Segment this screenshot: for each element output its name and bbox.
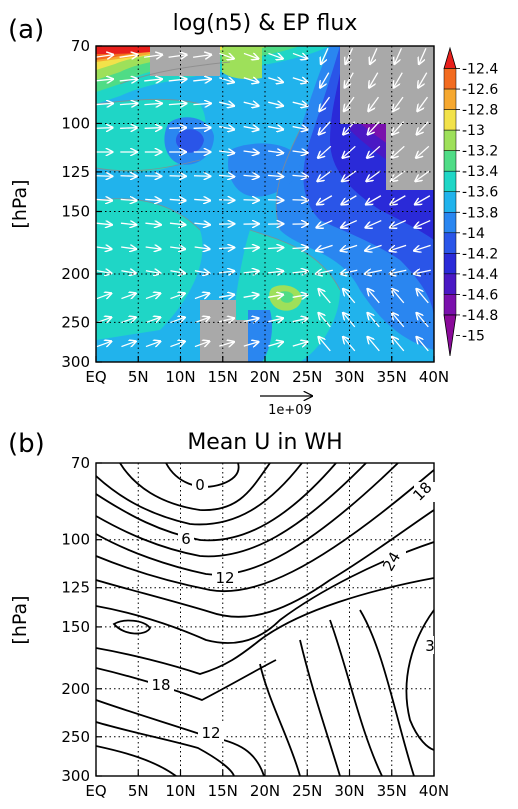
y-tick-label: 150 <box>61 618 90 636</box>
panel-a-ylabel: [hPa] <box>9 179 31 228</box>
colorbar-label: -12.8 <box>462 103 498 119</box>
ep-flux-arrow <box>170 176 186 177</box>
colorbar-label: -13.6 <box>462 185 498 201</box>
colorbar-label: -15 <box>462 328 485 344</box>
colorbar-swatch <box>444 212 456 233</box>
x-tick-label: 15N <box>208 782 238 800</box>
ep-flux-arrow <box>121 176 137 177</box>
x-tick-label: 5N <box>128 368 149 386</box>
colorbar-label: -14 <box>462 226 485 242</box>
ep-flux-arrow <box>120 128 137 129</box>
contour-label: 12 <box>201 724 220 742</box>
contour-label: 3 <box>425 637 435 655</box>
y-tick-label: 125 <box>61 163 90 181</box>
colorbar-label: -14.4 <box>462 267 498 283</box>
y-tick-label: 70 <box>71 37 90 55</box>
x-tick-label: 10N <box>165 782 195 800</box>
colorbar-swatch <box>444 315 456 356</box>
colorbar-swatch <box>444 294 456 315</box>
y-tick-label: 300 <box>61 767 90 785</box>
y-tick-label: 100 <box>61 114 90 132</box>
colorbar-label: -13.4 <box>462 164 498 180</box>
contour-line <box>96 463 398 575</box>
colorbar-swatch <box>444 171 456 192</box>
y-tick-label: 300 <box>61 353 90 371</box>
x-tick-label: 20N <box>250 368 280 386</box>
y-tick-label: 125 <box>61 579 90 597</box>
x-tick-label: 25N <box>292 368 322 386</box>
contour-line <box>406 610 434 750</box>
y-tick-label: 250 <box>61 728 90 746</box>
x-tick-label: 40N <box>419 368 449 386</box>
contour-line <box>96 463 366 556</box>
x-tick-label: 40N <box>419 782 449 800</box>
ep-flux-arrow <box>244 200 259 201</box>
x-tick-label: 25N <box>292 782 322 800</box>
x-tick-label: 35N <box>377 368 407 386</box>
panel-a-title: log(n5) & EP flux <box>173 11 358 36</box>
colorbar-label: -14.2 <box>462 246 498 262</box>
x-tick-label: 15N <box>208 368 238 386</box>
y-tick-label: 150 <box>61 202 90 220</box>
ep-flux-arrow <box>219 200 234 201</box>
colorbar-swatch <box>444 130 456 151</box>
panel-b-ylabel: [hPa] <box>9 595 31 644</box>
colorbar-label: -13 <box>462 123 485 139</box>
panel-b-label: (b) <box>8 429 45 459</box>
colorbar-swatch <box>444 89 456 110</box>
y-tick-label: 200 <box>61 680 90 698</box>
contour-line <box>96 746 176 776</box>
x-tick-label: 35N <box>377 782 407 800</box>
contour-line <box>260 664 300 776</box>
colorbar-label: -13.2 <box>462 144 498 160</box>
colorbar-swatch <box>444 192 456 213</box>
colorbar-swatch <box>444 274 456 295</box>
y-tick-label: 70 <box>71 454 90 472</box>
ep-flux-arrow <box>96 128 113 129</box>
ep-flux-arrow <box>145 128 162 129</box>
reference-vector-label: 1e+09 <box>268 403 312 418</box>
colorbar-swatch <box>444 151 456 172</box>
colorbar-swatch <box>444 233 456 254</box>
contour-line <box>300 640 340 776</box>
y-tick-label: 200 <box>61 265 90 283</box>
x-tick-label: 10N <box>165 368 195 386</box>
ep-flux-arrow <box>96 176 112 177</box>
ep-flux-arrow <box>169 128 186 129</box>
colorbar-swatch <box>444 110 456 131</box>
colorbar-swatch <box>444 69 456 90</box>
ep-flux-arrow <box>194 176 210 177</box>
ep-flux-arrow <box>145 176 161 177</box>
y-tick-label: 100 <box>61 531 90 549</box>
panel-a: (a) log(n5) & EP flux <box>8 11 498 418</box>
contour-label: 18 <box>151 676 170 694</box>
colorbar-swatch <box>444 48 456 69</box>
colorbar-label: -14.8 <box>462 308 498 324</box>
colorbar-label: -12.4 <box>462 62 498 78</box>
contour-label: 6 <box>181 530 191 548</box>
x-tick-label: 30N <box>334 368 364 386</box>
contour-label: 12 <box>215 569 234 587</box>
ep-flux-arrow <box>194 128 211 129</box>
panel-b-title: Mean U in WH <box>187 430 342 455</box>
colorbar-label: -14.6 <box>462 287 498 303</box>
colorbar-swatch <box>444 253 456 274</box>
y-tick-label: 250 <box>61 313 90 331</box>
x-tick-label: 20N <box>250 782 280 800</box>
contour-line <box>330 620 382 776</box>
colorbar: -12.4 -12.6 -12.8 -13 -13.2 -13.4 -13.6 -13.8 -1… <box>444 48 498 356</box>
colorbar-label: -13.8 <box>462 205 498 221</box>
contour-label: 0 <box>195 476 205 494</box>
x-tick-label: 30N <box>334 782 364 800</box>
panel-a-label: (a) <box>8 15 44 45</box>
ep-flux-arrow <box>293 200 308 201</box>
contour-line <box>96 660 276 700</box>
ep-flux-arrow <box>268 200 283 201</box>
colorbar-label: -12.6 <box>462 82 498 98</box>
x-tick-label: 5N <box>128 782 149 800</box>
